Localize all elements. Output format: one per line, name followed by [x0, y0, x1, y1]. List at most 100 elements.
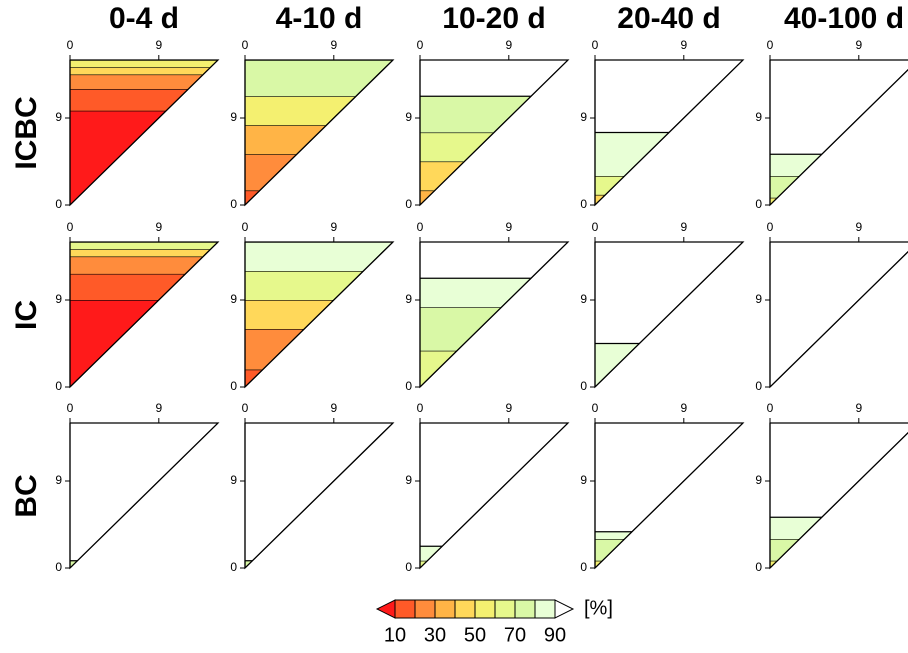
y-tick-label: 9 — [755, 110, 762, 124]
contour-band — [70, 249, 218, 257]
y-tick-label: 9 — [55, 292, 62, 306]
diagonal — [69, 422, 219, 569]
x-tick-label: 0 — [242, 38, 249, 52]
panel — [420, 277, 568, 387]
contour-band — [420, 278, 568, 308]
column-title: 40-100 d — [784, 2, 904, 35]
y-tick-label: 0 — [755, 560, 762, 574]
y-tick-label: 9 — [405, 110, 412, 124]
y-tick-label: 0 — [580, 379, 587, 393]
column-title: 20-40 d — [617, 2, 720, 35]
diagonal — [594, 241, 744, 388]
x-tick-label: 0 — [767, 38, 774, 52]
colorbar-arrow-low — [375, 599, 396, 619]
y-tick-label: 9 — [755, 473, 762, 487]
x-tick-label: 0 — [67, 401, 74, 415]
y-tick-label: 0 — [230, 379, 237, 393]
contour-band — [770, 517, 908, 539]
contour-band — [770, 539, 908, 561]
row-label: ICBC — [10, 96, 43, 169]
y-tick-label: 0 — [55, 560, 62, 574]
contour-band — [770, 197, 908, 205]
diagonal — [244, 241, 394, 388]
y-tick-label: 0 — [230, 197, 237, 211]
contour-band — [245, 271, 393, 300]
x-tick-label: 9 — [855, 401, 862, 415]
contour-band — [595, 176, 743, 195]
contour-band — [420, 190, 568, 205]
y-tick-label: 9 — [580, 473, 587, 487]
contour-band — [70, 242, 218, 250]
colorbar-tick-label: 30 — [424, 624, 446, 646]
colorbar-segment — [514, 599, 536, 619]
contour-band — [245, 125, 393, 155]
x-tick-label: 9 — [155, 38, 162, 52]
column-title: 0-4 d — [109, 2, 179, 35]
y-tick-label: 0 — [405, 197, 412, 211]
contour-band — [245, 154, 393, 191]
contour-band — [70, 273, 218, 300]
x-tick-label: 9 — [505, 38, 512, 52]
panel — [595, 131, 743, 205]
colorbar-arrow-high — [554, 599, 575, 619]
colorbar-segment — [474, 599, 496, 619]
panel — [770, 516, 908, 568]
x-tick-label: 9 — [330, 220, 337, 234]
contour-band — [420, 161, 568, 191]
contour-band — [70, 60, 218, 68]
x-tick-label: 0 — [592, 401, 599, 415]
x-tick-label: 9 — [505, 401, 512, 415]
y-tick-label: 9 — [405, 473, 412, 487]
x-tick-label: 9 — [155, 220, 162, 234]
colorbar-segment — [454, 599, 476, 619]
colorbar-segment — [494, 599, 516, 619]
column-title: 10-20 d — [442, 2, 545, 35]
contour-band — [70, 74, 218, 89]
contour-band — [420, 546, 568, 561]
contour-band — [245, 329, 393, 370]
x-tick-label: 9 — [505, 220, 512, 234]
diagonal — [69, 241, 219, 388]
x-tick-label: 9 — [155, 401, 162, 415]
x-tick-label: 0 — [242, 401, 249, 415]
y-tick-label: 9 — [580, 292, 587, 306]
y-tick-label: 0 — [755, 197, 762, 211]
contour-band — [595, 194, 743, 205]
colorbar-tick-label: 70 — [504, 624, 526, 646]
x-tick-label: 9 — [855, 220, 862, 234]
diagonal — [419, 241, 569, 388]
contour-band — [245, 190, 393, 205]
y-tick-label: 0 — [580, 560, 587, 574]
y-tick-label: 9 — [405, 292, 412, 306]
y-tick-label: 0 — [405, 560, 412, 574]
y-tick-label: 0 — [55, 379, 62, 393]
x-tick-label: 0 — [767, 401, 774, 415]
contour-band — [70, 300, 218, 387]
colorbar-segment — [414, 599, 436, 619]
column-title: 4-10 d — [276, 2, 363, 35]
y-tick-label: 0 — [405, 379, 412, 393]
y-tick-label: 9 — [55, 473, 62, 487]
x-tick-label: 0 — [67, 38, 74, 52]
y-tick-label: 0 — [230, 560, 237, 574]
contour-band — [595, 560, 743, 568]
y-tick-label: 0 — [580, 197, 587, 211]
contour-band — [770, 154, 908, 176]
contour-band — [70, 256, 218, 274]
contour-band — [770, 560, 908, 568]
diagonal — [769, 431, 908, 569]
x-tick-label: 0 — [67, 220, 74, 234]
contour-band — [595, 531, 743, 539]
x-tick-label: 9 — [680, 401, 687, 415]
contour-band — [245, 242, 393, 271]
y-tick-label: 9 — [230, 292, 237, 306]
diagonal — [769, 68, 908, 206]
contour-band — [420, 560, 568, 568]
y-tick-label: 9 — [230, 473, 237, 487]
contour-band — [70, 560, 218, 568]
diagonal — [594, 59, 744, 206]
contour-band — [245, 560, 393, 568]
contour-band — [420, 96, 568, 133]
diagonal — [769, 250, 908, 388]
panel — [595, 531, 743, 568]
